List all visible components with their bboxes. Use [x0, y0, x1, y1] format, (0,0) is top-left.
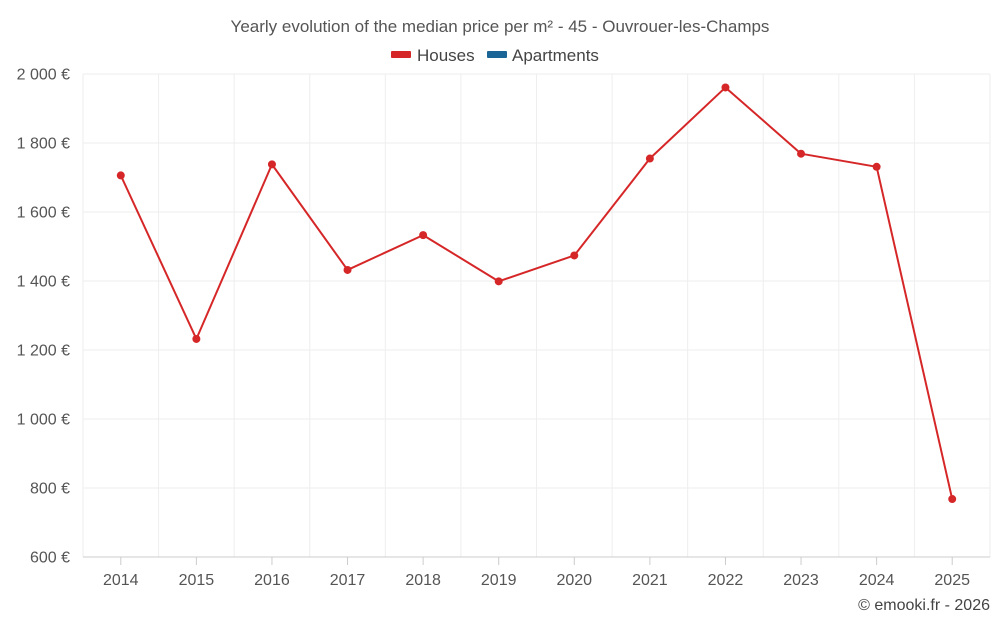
- legend: Houses Apartments: [391, 46, 599, 65]
- x-tick-label: 2018: [405, 572, 441, 589]
- y-tick-label: 1 200 €: [17, 343, 70, 360]
- x-tick-label: 2016: [254, 572, 290, 589]
- data-point-houses-2020[interactable]: [570, 251, 579, 260]
- x-tick-label: 2020: [556, 572, 592, 589]
- y-tick-label: 1 600 €: [17, 205, 70, 222]
- legend-swatch-apartments: [487, 51, 507, 58]
- series-line-houses: [119, 86, 954, 500]
- x-tick-label: 2015: [179, 572, 215, 589]
- y-tick-label: 1 800 €: [17, 136, 70, 153]
- axes: 600 € 800 € 1 000 € 1 200 € 1 400 € 1 600 € 1 …: [17, 67, 990, 589]
- x-tick-label: 2017: [330, 572, 366, 589]
- data-point-houses-2021[interactable]: [645, 154, 654, 163]
- x-tick-label: 2024: [859, 572, 895, 589]
- legend-item-apartments[interactable]: Apartments: [487, 46, 599, 65]
- x-tick-label: 2019: [481, 572, 517, 589]
- data-point-houses-2024[interactable]: [872, 162, 881, 171]
- data-point-houses-2022[interactable]: [721, 83, 730, 92]
- y-tick-label: 2 000 €: [17, 67, 70, 84]
- y-tick-label: 800 €: [30, 481, 70, 498]
- data-point-houses-2023[interactable]: [797, 149, 806, 158]
- data-point-houses-2018[interactable]: [419, 231, 428, 240]
- series: [116, 83, 957, 504]
- legend-label-apartments: Apartments: [512, 46, 599, 65]
- x-tick-label: 2023: [783, 572, 819, 589]
- data-point-houses-2015[interactable]: [192, 334, 201, 343]
- y-tick-label: 600 €: [30, 550, 70, 567]
- data-point-houses-2025[interactable]: [948, 495, 957, 504]
- chart-title: Yearly evolution of the median price per…: [231, 17, 770, 36]
- x-tick-label: 2022: [708, 572, 744, 589]
- grid: [82, 73, 991, 557]
- data-point-houses-2019[interactable]: [494, 277, 503, 286]
- data-point-houses-2017[interactable]: [343, 265, 352, 274]
- x-tick-label: 2014: [103, 572, 139, 589]
- data-point-houses-2014[interactable]: [116, 171, 125, 180]
- credit-text: © emooki.fr - 2026: [858, 597, 990, 614]
- y-tick-label: 1 400 €: [17, 274, 70, 291]
- x-tick-label: 2025: [934, 572, 970, 589]
- x-tick-label: 2021: [632, 572, 668, 589]
- data-point-houses-2016[interactable]: [267, 160, 276, 169]
- y-tick-label: 1 000 €: [17, 412, 70, 429]
- legend-swatch-houses: [391, 51, 411, 58]
- legend-item-houses[interactable]: Houses: [391, 46, 475, 65]
- legend-label-houses: Houses: [417, 46, 475, 65]
